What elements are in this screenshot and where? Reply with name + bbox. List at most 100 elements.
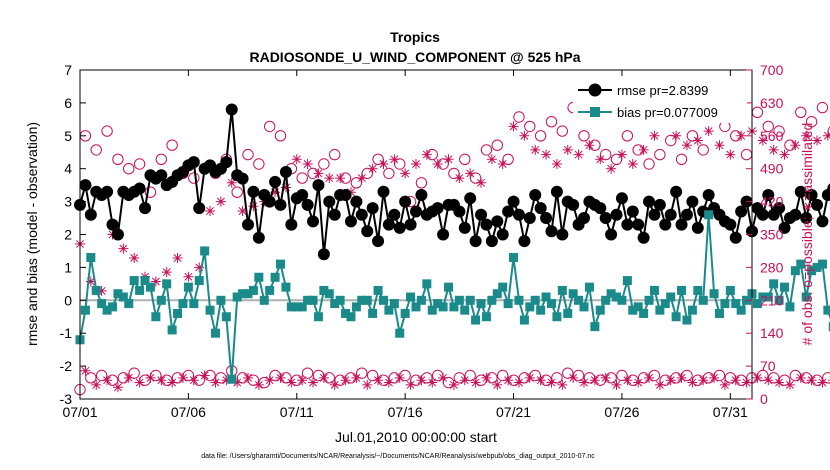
obs-possible-point xyxy=(762,120,774,133)
obs-assimilated-point xyxy=(649,130,660,141)
rmse-point xyxy=(372,235,385,248)
obs-possible-point xyxy=(263,120,276,133)
bias-point xyxy=(682,315,692,325)
obs-assimilated-point xyxy=(421,149,432,160)
obs-assimilated-point xyxy=(264,375,275,386)
bias-point xyxy=(817,259,827,269)
obs-possible-point xyxy=(329,148,341,161)
x-tick-label: 07/01 xyxy=(62,404,97,420)
obs-assimilated-point xyxy=(356,173,367,184)
rmse-point xyxy=(79,179,92,192)
bias-point xyxy=(541,292,551,302)
obs-assimilated-point xyxy=(373,375,384,386)
bias-point xyxy=(812,262,822,272)
bias-point xyxy=(270,272,280,282)
y-right-tick-label: 280 xyxy=(760,259,784,275)
bias-point xyxy=(476,299,486,309)
obs-possible-point xyxy=(534,130,547,142)
bias-point xyxy=(801,292,811,302)
bias-point xyxy=(438,302,448,312)
bias-point xyxy=(216,295,226,305)
bias-point xyxy=(454,295,464,305)
obs-assimilated-point xyxy=(156,375,167,386)
obs-assimilated-point xyxy=(806,375,817,386)
obs-assimilated-point xyxy=(486,154,497,165)
obs-assimilated-point xyxy=(698,375,709,386)
obs-assimilated-point xyxy=(600,372,611,383)
rmse-point xyxy=(155,169,168,182)
bias-point xyxy=(660,299,670,309)
rmse-point xyxy=(133,182,146,195)
obs-assimilated-point xyxy=(280,182,291,193)
bias-point xyxy=(671,312,681,322)
bias-point xyxy=(714,308,724,318)
rmse-point xyxy=(111,228,124,241)
obs-assimilated-point xyxy=(443,154,454,165)
obs-assimilated-point xyxy=(503,375,514,386)
bias-point xyxy=(400,308,410,318)
obs-assimilated-point xyxy=(340,375,351,386)
rmse-point xyxy=(225,103,238,116)
y-right-tick-label: 490 xyxy=(760,161,784,177)
rmse-point xyxy=(404,218,417,231)
obs-assimilated-point xyxy=(589,375,600,386)
rmse-point xyxy=(599,212,612,225)
bias-point xyxy=(568,289,578,299)
obs-assimilated-point xyxy=(427,377,438,388)
bias-point xyxy=(498,282,508,292)
legend-box xyxy=(573,79,747,123)
obs-assimilated-point xyxy=(703,126,714,137)
bias-point xyxy=(232,292,242,302)
bias-point xyxy=(509,253,519,263)
obs-possible-point xyxy=(242,148,254,161)
obs-assimilated-point xyxy=(584,140,595,151)
bias-point xyxy=(460,305,470,315)
rmse-point xyxy=(778,221,791,234)
rmse-point xyxy=(339,189,352,202)
obs-possible-point xyxy=(795,106,807,119)
obs-assimilated-point xyxy=(725,149,736,160)
obs-assimilated-point xyxy=(616,149,627,160)
obs-assimilated-point xyxy=(302,159,313,169)
obs-assimilated-point xyxy=(183,271,194,282)
obs-assimilated-point xyxy=(741,377,752,388)
bias-point xyxy=(97,299,107,309)
bias-point xyxy=(173,308,183,318)
obs-assimilated-point xyxy=(519,130,530,141)
bias-point xyxy=(205,305,215,315)
obs-possible-point xyxy=(188,172,200,184)
obs-assimilated-point xyxy=(541,149,552,160)
rmse-point xyxy=(274,198,287,211)
y-tick-label: -1 xyxy=(60,325,73,341)
rmse-series xyxy=(74,103,830,261)
rmse-point xyxy=(480,218,493,231)
obs-possible-point xyxy=(296,172,308,184)
rmse-point xyxy=(821,189,830,202)
obs-assimilated-point xyxy=(573,149,584,160)
x-tick-label: 07/26 xyxy=(604,404,639,420)
x-tick-label: 07/31 xyxy=(713,404,748,420)
obs-assimilated-point xyxy=(568,372,579,383)
rmse-point xyxy=(680,208,693,221)
bias-point xyxy=(411,302,421,312)
bias-point xyxy=(698,295,708,305)
bias-point xyxy=(102,305,112,315)
y-right-tick-label: 630 xyxy=(760,95,784,111)
bias-point xyxy=(156,295,166,305)
obs-assimilated-point xyxy=(150,276,161,287)
bias-point xyxy=(465,295,475,305)
bias-point xyxy=(471,315,481,325)
obs-possible-point xyxy=(133,158,146,170)
obs-assimilated-point xyxy=(351,372,362,383)
bias-point xyxy=(330,299,340,309)
rmse-point xyxy=(317,248,330,261)
rmse-point xyxy=(670,185,683,198)
bias-point xyxy=(422,279,432,289)
bias-point xyxy=(525,302,535,312)
bias-point xyxy=(183,282,193,292)
legend-bias-label: bias pr=0.077009 xyxy=(617,105,718,120)
bias-point xyxy=(557,285,567,295)
bias-point xyxy=(151,312,161,322)
obs-possible-point xyxy=(274,130,287,142)
